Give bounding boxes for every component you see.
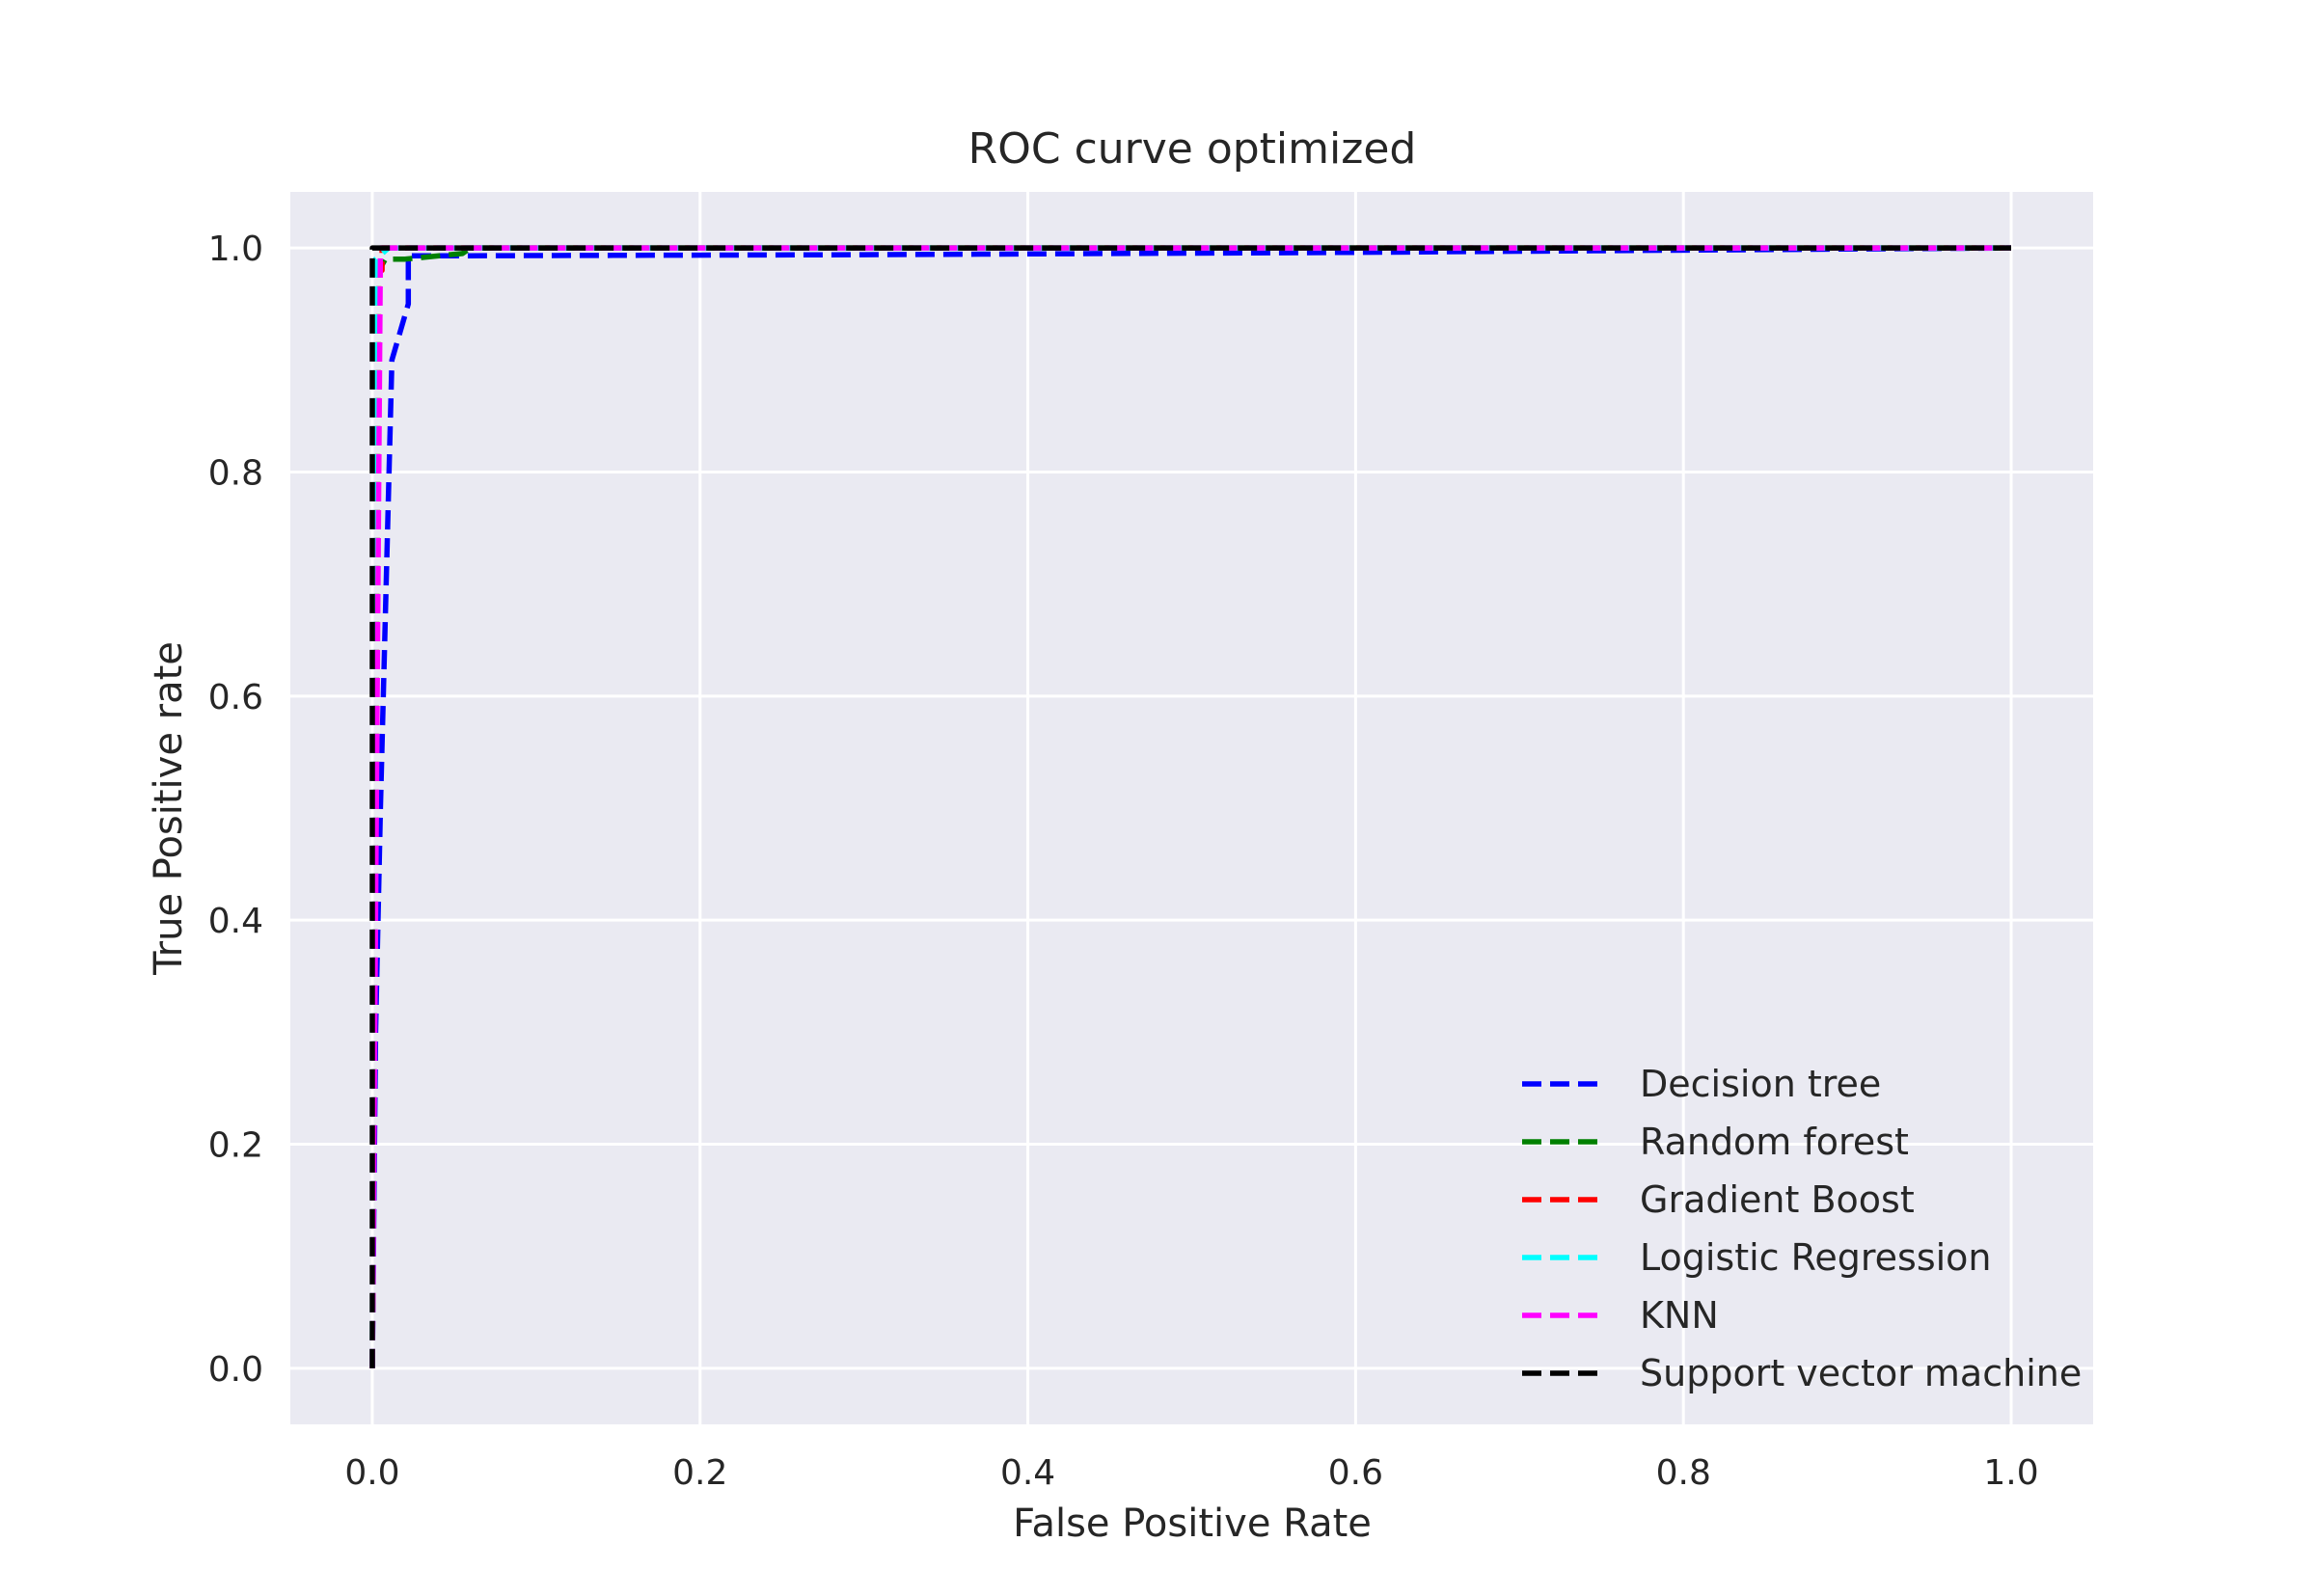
grid — [290, 192, 2093, 1424]
x-tick-label: 0.0 — [344, 1453, 399, 1493]
x-tick-label: 0.6 — [1328, 1453, 1383, 1493]
x-tick-label: 0.2 — [672, 1453, 727, 1493]
x-tick-label: 0.4 — [1000, 1453, 1055, 1493]
series-line-5 — [369, 245, 2011, 1368]
y-tick-label: 0.6 — [208, 678, 263, 717]
legend-label-0: Decision tree — [1640, 1063, 1881, 1105]
y-tick-label: 1.0 — [208, 230, 263, 269]
y-tick-label: 0.8 — [208, 453, 263, 493]
x-tick-label: 0.8 — [1656, 1453, 1711, 1493]
y-tick-label: 0.4 — [208, 902, 263, 941]
legend: Decision tree Random forest Gradient Boost… — [1522, 1063, 2082, 1394]
legend-label-3: Logistic Regression — [1640, 1236, 1992, 1279]
tick-labels: 0.0 0.2 0.4 0.6 0.8 1.0 0.0 0.2 0.4 0.6 0.8 1.0 — [208, 230, 2039, 1493]
y-axis-label: True Positive rate — [147, 641, 191, 976]
legend-label-1: Random forest — [1640, 1121, 1909, 1163]
y-tick-label: 0.2 — [208, 1126, 263, 1166]
x-tick-label: 1.0 — [1983, 1453, 2038, 1493]
legend-label-2: Gradient Boost — [1640, 1178, 1915, 1221]
legend-label-4: KNN — [1640, 1294, 1719, 1337]
series-lines — [369, 245, 2012, 1368]
plot-area — [290, 192, 2093, 1424]
y-tick-label: 0.0 — [208, 1350, 263, 1390]
x-axis-label: False Positive Rate — [1013, 1501, 1372, 1546]
legend-label-5: Support vector machine — [1640, 1352, 2082, 1394]
chart-title: ROC curve optimized — [968, 124, 1417, 174]
